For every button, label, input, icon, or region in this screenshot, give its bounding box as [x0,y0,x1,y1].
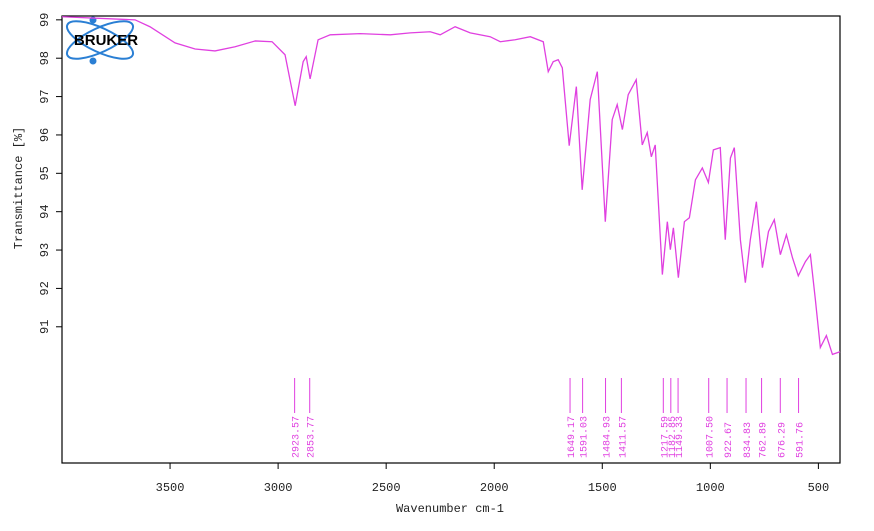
y-tick-label: 95 [38,166,52,180]
x-tick-label: 3000 [264,481,293,495]
logo-text: BRUKER [74,32,138,49]
x-tick-label: 2500 [372,481,401,495]
y-tick-label: 99 [38,13,52,27]
x-tick-label: 3500 [156,481,185,495]
y-tick-label: 98 [38,51,52,65]
spectrum-line [61,16,841,356]
peak-label: 1411.57 [618,416,629,458]
peak-label: 1649.17 [567,416,578,458]
x-axis-label: Wavenumber cm-1 [396,502,504,516]
peak-label: 1182.85 [668,416,679,458]
peak-label: 1149.33 [675,416,686,458]
plot-frame [61,15,841,464]
peak-label: 1591.03 [580,416,591,458]
x-tick-label: 500 [808,481,830,495]
peak-label: 762.89 [759,422,770,458]
y-axis-label: Transmittance [%] [12,127,26,249]
peak-label: 591.76 [796,422,807,458]
y-tick-label: 97 [38,89,52,103]
peak-label: 1484.93 [603,416,614,458]
peak-label: 922.67 [724,422,735,458]
peak-label: 2853.77 [307,416,318,458]
peak-label: 1217.59 [660,416,671,458]
x-tick-label: 2000 [480,481,509,495]
y-tick-label: 92 [38,281,52,295]
peak-label: 834.83 [743,422,754,458]
y-tick-label: 96 [38,128,52,142]
peak-label: 1007.50 [706,416,717,458]
y-tick-label: 91 [38,320,52,334]
y-tick-label: 94 [38,204,52,218]
x-tick-label: 1500 [588,481,617,495]
x-tick-label: 1000 [696,481,725,495]
peak-label: 676.29 [777,422,788,458]
peak-label: 2923.57 [292,416,303,458]
y-tick-label: 93 [38,243,52,257]
